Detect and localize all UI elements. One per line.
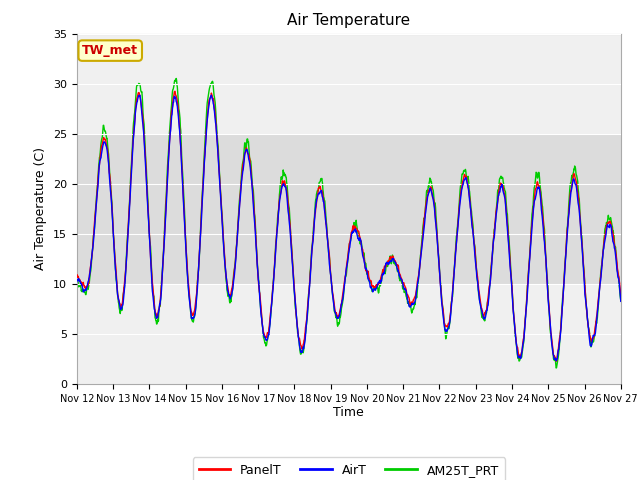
Line: PanelT: PanelT [77, 91, 621, 361]
PanelT [73, 273, 81, 278]
AM25T_PRT [181, 219, 189, 225]
AirT [255, 284, 263, 289]
PanelT [255, 285, 263, 291]
PanelT [505, 238, 513, 243]
PanelT [617, 293, 625, 299]
PanelT [434, 239, 442, 245]
AM25T_PRT [552, 365, 560, 371]
AirT [180, 220, 188, 226]
AirT [194, 279, 202, 285]
Line: AM25T_PRT: AM25T_PRT [77, 78, 621, 368]
Bar [77, 134, 621, 284]
AirT [207, 92, 215, 98]
AM25T_PRT [73, 274, 81, 279]
Legend: PanelT, AirT, AM25T_PRT: PanelT, AirT, AM25T_PRT [193, 457, 505, 480]
PanelT [553, 356, 561, 362]
AirT [505, 240, 513, 246]
AirT [73, 279, 81, 285]
AM25T_PRT [255, 281, 263, 287]
Line: AirT: AirT [77, 95, 621, 361]
PanelT [181, 223, 189, 229]
Title: Air Temperature: Air Temperature [287, 13, 410, 28]
AirT [552, 358, 560, 364]
AM25T_PRT [553, 362, 561, 368]
AM25T_PRT [505, 231, 513, 237]
PanelT [171, 88, 179, 94]
Y-axis label: Air Temperature (C): Air Temperature (C) [35, 147, 47, 270]
PanelT [553, 358, 561, 364]
AM25T_PRT [434, 236, 442, 242]
AM25T_PRT [617, 298, 625, 303]
AirT [553, 356, 561, 362]
AM25T_PRT [195, 270, 202, 276]
PanelT [195, 271, 202, 277]
AirT [434, 240, 442, 246]
AirT [617, 299, 625, 304]
X-axis label: Time: Time [333, 407, 364, 420]
AM25T_PRT [172, 75, 180, 81]
Text: TW_met: TW_met [82, 44, 138, 57]
